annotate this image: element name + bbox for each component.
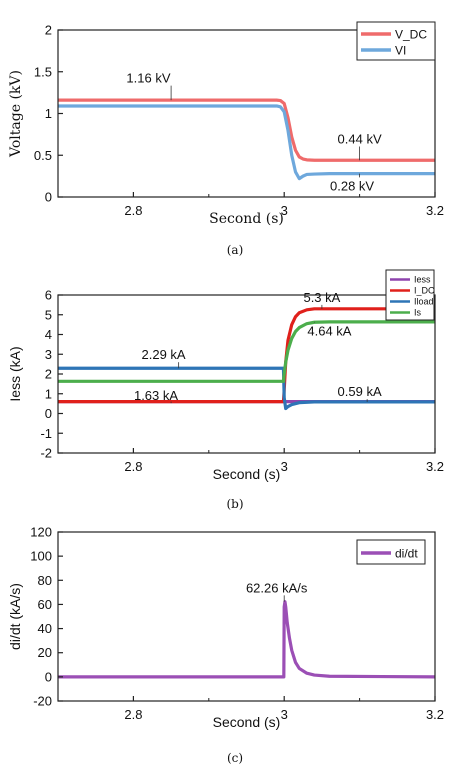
chart-a-annotation-label: 0.44 kV <box>338 132 382 147</box>
chart-c-ytick-label: 100 <box>30 549 52 564</box>
chart-a-annotation-label: 1.16 kV <box>126 71 170 86</box>
chart-a-series-1-line <box>58 104 435 181</box>
chart-b-legend-label: I_DC <box>414 286 435 296</box>
chart-c-ylabel: di/dt (kA/s) <box>7 583 23 650</box>
chart-a-xlabel: Second (s) <box>209 211 284 227</box>
chart-b-ylabel: Iess (kA) <box>7 346 23 401</box>
chart-a-ytick-label: 0.5 <box>34 148 52 163</box>
chart-c-ytick-label: 120 <box>30 525 52 540</box>
chart-a-ytick-label: 0 <box>45 190 52 205</box>
chart-b-annotation-label: 1.63 kA <box>134 388 178 403</box>
chart-b-ytick-label: 5 <box>45 307 52 322</box>
chart-c-ytick-label: 60 <box>38 597 52 612</box>
chart-c-ytick-label: 0 <box>45 669 52 684</box>
chart-a-xtick-label: 3.2 <box>426 203 444 218</box>
chart-b-series-3-line <box>58 320 435 383</box>
chart-a-ytick-label: 1.5 <box>34 64 52 79</box>
chart-b-xtick-label: 3 <box>281 459 288 474</box>
chart-b-legend-label: Is <box>414 308 422 318</box>
chart-a-legend-label: VI <box>395 44 406 58</box>
chart-a-legend <box>356 21 436 61</box>
chart-a-caption: (a) <box>227 243 244 257</box>
chart-b-annotation-label: 5.3 kA <box>303 290 340 305</box>
chart-a-ylabel: Voltage (kV) <box>8 70 24 158</box>
chart-b-legend-label: Iload <box>414 297 434 307</box>
chart-b-ytick-label: 1 <box>45 386 52 401</box>
chart-c-xtick-label: 3 <box>281 707 288 722</box>
chart-c-ytick-label: -20 <box>33 694 52 709</box>
chart-c-series-0-line <box>58 600 435 679</box>
chart-b-xtick-label: 3.2 <box>426 459 444 474</box>
chart-b-series-2-line <box>58 366 435 411</box>
chart-a-legend-label: V_DC <box>395 28 427 42</box>
chart-b-currents: 2.8 3 3.2 -2 -1 0 1 2 3 4 5 6 Second (s) Iess (kA) (b)… <box>7 269 444 511</box>
chart-b-annotation-label: 0.59 kA <box>338 384 382 399</box>
chart-b-ytick-label: 0 <box>45 406 52 421</box>
chart-a-xtick-label: 3 <box>281 203 288 218</box>
chart-c-ytick-label: 40 <box>38 621 52 636</box>
chart-a-voltage: 2.8 3 3.2 0 0.5 1 1.5 2 Second (s) Voltage (kV) (a… <box>8 21 444 257</box>
chart-b-ytick-label: 3 <box>45 347 52 362</box>
chart-c-xtick-label: 2.8 <box>124 707 142 722</box>
chart-b-annotation-label: 2.29 kA <box>142 347 186 362</box>
chart-c-xlabel: Second (s) <box>213 714 281 730</box>
chart-b-annotation-label: 4.64 kA <box>307 323 351 338</box>
chart-c-annotation-label: 62.26 kA/s <box>246 580 308 595</box>
chart-c-frame <box>57 531 436 702</box>
chart-b-xtick-label: 2.8 <box>124 459 142 474</box>
chart-b-ytick-label: 4 <box>45 327 52 342</box>
chart-a-annotation-label: 0.28 kV <box>330 178 374 193</box>
chart-b-ytick-label: 6 <box>45 288 52 303</box>
chart-c-ytick-label: 20 <box>38 645 52 660</box>
chart-c-didt: 2.8 3 3.2 -20 0 20 40 60 80 100 120 Second (s) di/dt… <box>7 525 444 766</box>
chart-c-legend-label: di/dt <box>395 547 418 561</box>
chart-c-ytick-label: 80 <box>38 573 52 588</box>
chart-c-caption: (c) <box>227 751 243 765</box>
chart-a-series-0-line <box>58 98 435 162</box>
chart-b-ytick-label: -1 <box>40 426 52 441</box>
chart-c-xtick-label: 3.2 <box>426 707 444 722</box>
chart-b-xlabel: Second (s) <box>213 466 281 482</box>
chart-b-legend-label: Iess <box>414 275 431 285</box>
chart-a-ytick-label: 2 <box>45 23 52 38</box>
chart-b-frame <box>57 294 436 454</box>
chart-b-ytick-label: 2 <box>45 367 52 382</box>
chart-a-xtick-label: 2.8 <box>124 203 142 218</box>
chart-b-caption: (b) <box>226 497 243 511</box>
chart-b-ytick-label: -2 <box>40 446 52 461</box>
chart-a-ytick-label: 1 <box>45 106 52 121</box>
